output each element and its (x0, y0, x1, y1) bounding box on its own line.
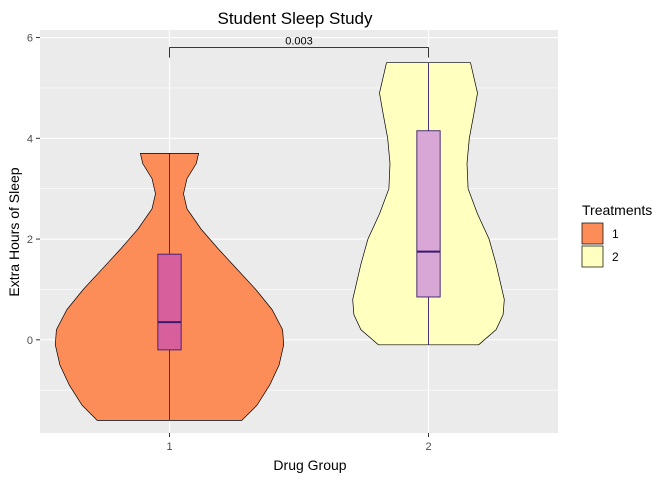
significance-bracket: 0.003 (169, 36, 429, 58)
y-axis: 0 2 4 6 (27, 33, 40, 347)
chart-title: Student Sleep Study (217, 9, 373, 28)
legend: Treatments 1 2 (581, 202, 652, 268)
box-1 (157, 253, 182, 351)
legend-title: Treatments (582, 202, 652, 218)
y-axis-title: Extra Hours of Sleep (6, 167, 22, 296)
x-tick-label: 2 (425, 441, 431, 453)
y-tick-label: 2 (27, 234, 33, 246)
legend-key-2 (581, 245, 604, 268)
legend-label-1: 1 (612, 227, 619, 241)
box-2 (416, 130, 441, 298)
p-value-label: 0.003 (285, 36, 313, 48)
y-tick-label: 6 (27, 33, 33, 45)
legend-label-2: 2 (612, 250, 619, 264)
legend-key-1 (581, 222, 604, 245)
x-axis-title: Drug Group (273, 457, 346, 473)
bracket-line (169, 47, 429, 58)
x-tick-label: 1 (166, 441, 172, 453)
y-tick-label: 0 (27, 335, 33, 347)
violins (54, 62, 505, 421)
y-tick-label: 4 (27, 133, 33, 145)
